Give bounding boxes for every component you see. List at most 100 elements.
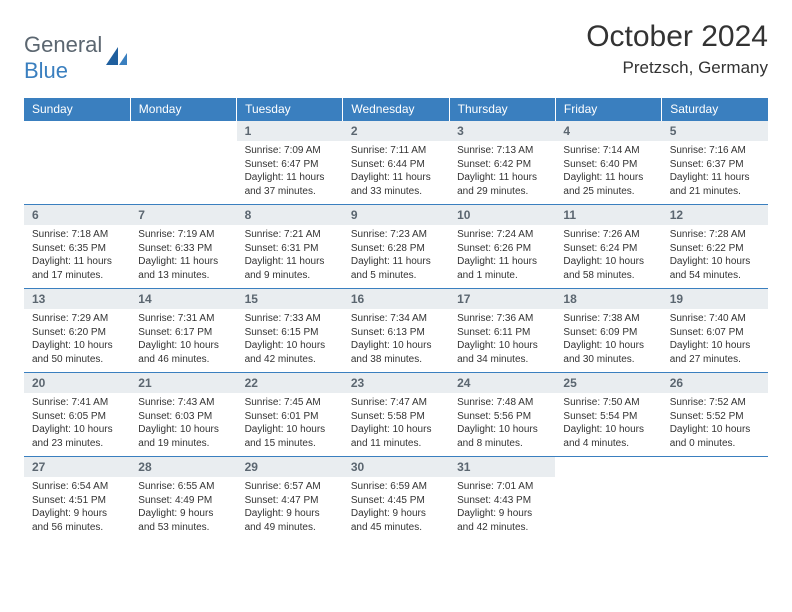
daylight-text: Daylight: 10 hours and 27 minutes. xyxy=(670,339,760,366)
title-block: October 2024 Pretzsch, Germany xyxy=(586,20,768,78)
day-number: 12 xyxy=(662,205,768,225)
daylight-text: Daylight: 9 hours and 45 minutes. xyxy=(351,507,441,534)
daylight-text: Daylight: 9 hours and 42 minutes. xyxy=(457,507,547,534)
day-number: 4 xyxy=(555,121,661,141)
daylight-text: Daylight: 10 hours and 34 minutes. xyxy=(457,339,547,366)
weekday-header: Saturday xyxy=(662,98,768,121)
day-number: 15 xyxy=(237,289,343,309)
calendar-day-cell: .. xyxy=(555,457,661,541)
day-number: 26 xyxy=(662,373,768,393)
calendar-day-cell: 1Sunrise: 7:09 AMSunset: 6:47 PMDaylight… xyxy=(237,121,343,205)
day-details: Sunrise: 7:48 AMSunset: 5:56 PMDaylight:… xyxy=(449,393,555,454)
daylight-text: Daylight: 11 hours and 21 minutes. xyxy=(670,171,760,198)
sunset-text: Sunset: 5:54 PM xyxy=(563,410,653,424)
calendar-day-cell: 31Sunrise: 7:01 AMSunset: 4:43 PMDayligh… xyxy=(449,457,555,541)
sunrise-text: Sunrise: 7:34 AM xyxy=(351,312,441,326)
calendar-week-row: 13Sunrise: 7:29 AMSunset: 6:20 PMDayligh… xyxy=(24,289,768,373)
calendar-day-cell: 21Sunrise: 7:43 AMSunset: 6:03 PMDayligh… xyxy=(130,373,236,457)
day-number: 17 xyxy=(449,289,555,309)
daylight-text: Daylight: 11 hours and 13 minutes. xyxy=(138,255,228,282)
day-details: Sunrise: 6:59 AMSunset: 4:45 PMDaylight:… xyxy=(343,477,449,538)
daylight-text: Daylight: 10 hours and 58 minutes. xyxy=(563,255,653,282)
day-details: Sunrise: 7:29 AMSunset: 6:20 PMDaylight:… xyxy=(24,309,130,370)
sunrise-text: Sunrise: 7:52 AM xyxy=(670,396,760,410)
day-details: Sunrise: 7:50 AMSunset: 5:54 PMDaylight:… xyxy=(555,393,661,454)
daylight-text: Daylight: 11 hours and 29 minutes. xyxy=(457,171,547,198)
sunset-text: Sunset: 4:43 PM xyxy=(457,494,547,508)
sunrise-text: Sunrise: 7:21 AM xyxy=(245,228,335,242)
day-number: 28 xyxy=(130,457,236,477)
daylight-text: Daylight: 11 hours and 5 minutes. xyxy=(351,255,441,282)
calendar-day-cell: 14Sunrise: 7:31 AMSunset: 6:17 PMDayligh… xyxy=(130,289,236,373)
day-details: Sunrise: 7:23 AMSunset: 6:28 PMDaylight:… xyxy=(343,225,449,286)
daylight-text: Daylight: 10 hours and 0 minutes. xyxy=(670,423,760,450)
sunset-text: Sunset: 6:24 PM xyxy=(563,242,653,256)
calendar-day-cell: 20Sunrise: 7:41 AMSunset: 6:05 PMDayligh… xyxy=(24,373,130,457)
calendar-day-cell: 29Sunrise: 6:57 AMSunset: 4:47 PMDayligh… xyxy=(237,457,343,541)
sunset-text: Sunset: 6:22 PM xyxy=(670,242,760,256)
day-number: 9 xyxy=(343,205,449,225)
sunset-text: Sunset: 6:40 PM xyxy=(563,158,653,172)
daylight-text: Daylight: 11 hours and 37 minutes. xyxy=(245,171,335,198)
day-details: Sunrise: 7:33 AMSunset: 6:15 PMDaylight:… xyxy=(237,309,343,370)
header: General Blue October 2024 Pretzsch, Germ… xyxy=(24,20,768,84)
calendar-day-cell: 26Sunrise: 7:52 AMSunset: 5:52 PMDayligh… xyxy=(662,373,768,457)
weekday-header-row: Sunday Monday Tuesday Wednesday Thursday… xyxy=(24,98,768,121)
day-details: Sunrise: 7:14 AMSunset: 6:40 PMDaylight:… xyxy=(555,141,661,202)
sunrise-text: Sunrise: 7:29 AM xyxy=(32,312,122,326)
day-details: Sunrise: 7:19 AMSunset: 6:33 PMDaylight:… xyxy=(130,225,236,286)
day-number: 30 xyxy=(343,457,449,477)
sunrise-text: Sunrise: 7:11 AM xyxy=(351,144,441,158)
weekday-header: Monday xyxy=(130,98,236,121)
day-details: Sunrise: 7:09 AMSunset: 6:47 PMDaylight:… xyxy=(237,141,343,202)
day-details: Sunrise: 7:43 AMSunset: 6:03 PMDaylight:… xyxy=(130,393,236,454)
sunset-text: Sunset: 6:07 PM xyxy=(670,326,760,340)
logo-text: General Blue xyxy=(24,32,102,84)
daylight-text: Daylight: 10 hours and 11 minutes. xyxy=(351,423,441,450)
day-number: 29 xyxy=(237,457,343,477)
sunset-text: Sunset: 6:31 PM xyxy=(245,242,335,256)
day-details: Sunrise: 6:55 AMSunset: 4:49 PMDaylight:… xyxy=(130,477,236,538)
sunrise-text: Sunrise: 7:01 AM xyxy=(457,480,547,494)
sunrise-text: Sunrise: 7:13 AM xyxy=(457,144,547,158)
weekday-header: Thursday xyxy=(449,98,555,121)
sunrise-text: Sunrise: 7:33 AM xyxy=(245,312,335,326)
calendar-week-row: ....1Sunrise: 7:09 AMSunset: 6:47 PMDayl… xyxy=(24,121,768,205)
calendar-day-cell: 3Sunrise: 7:13 AMSunset: 6:42 PMDaylight… xyxy=(449,121,555,205)
sunset-text: Sunset: 6:37 PM xyxy=(670,158,760,172)
calendar-day-cell: 16Sunrise: 7:34 AMSunset: 6:13 PMDayligh… xyxy=(343,289,449,373)
daylight-text: Daylight: 10 hours and 4 minutes. xyxy=(563,423,653,450)
day-details: Sunrise: 7:41 AMSunset: 6:05 PMDaylight:… xyxy=(24,393,130,454)
day-details: Sunrise: 7:16 AMSunset: 6:37 PMDaylight:… xyxy=(662,141,768,202)
day-details: Sunrise: 7:40 AMSunset: 6:07 PMDaylight:… xyxy=(662,309,768,370)
calendar-day-cell: 30Sunrise: 6:59 AMSunset: 4:45 PMDayligh… xyxy=(343,457,449,541)
sunset-text: Sunset: 5:56 PM xyxy=(457,410,547,424)
day-details: Sunrise: 7:38 AMSunset: 6:09 PMDaylight:… xyxy=(555,309,661,370)
sunset-text: Sunset: 6:42 PM xyxy=(457,158,547,172)
day-number: 10 xyxy=(449,205,555,225)
day-number: 7 xyxy=(130,205,236,225)
day-number: 21 xyxy=(130,373,236,393)
day-details: Sunrise: 7:13 AMSunset: 6:42 PMDaylight:… xyxy=(449,141,555,202)
daylight-text: Daylight: 9 hours and 49 minutes. xyxy=(245,507,335,534)
daylight-text: Daylight: 9 hours and 53 minutes. xyxy=(138,507,228,534)
calendar-day-cell: 11Sunrise: 7:26 AMSunset: 6:24 PMDayligh… xyxy=(555,205,661,289)
sunrise-text: Sunrise: 7:38 AM xyxy=(563,312,653,326)
day-details: Sunrise: 7:34 AMSunset: 6:13 PMDaylight:… xyxy=(343,309,449,370)
day-number: 18 xyxy=(555,289,661,309)
day-number: 2 xyxy=(343,121,449,141)
calendar-week-row: 6Sunrise: 7:18 AMSunset: 6:35 PMDaylight… xyxy=(24,205,768,289)
sunset-text: Sunset: 4:45 PM xyxy=(351,494,441,508)
calendar-day-cell: 5Sunrise: 7:16 AMSunset: 6:37 PMDaylight… xyxy=(662,121,768,205)
sunset-text: Sunset: 6:28 PM xyxy=(351,242,441,256)
sunset-text: Sunset: 6:20 PM xyxy=(32,326,122,340)
daylight-text: Daylight: 10 hours and 42 minutes. xyxy=(245,339,335,366)
logo-sail-icon xyxy=(104,45,130,72)
calendar-day-cell: 17Sunrise: 7:36 AMSunset: 6:11 PMDayligh… xyxy=(449,289,555,373)
day-number: 8 xyxy=(237,205,343,225)
calendar-day-cell: 12Sunrise: 7:28 AMSunset: 6:22 PMDayligh… xyxy=(662,205,768,289)
daylight-text: Daylight: 10 hours and 46 minutes. xyxy=(138,339,228,366)
day-number: 5 xyxy=(662,121,768,141)
sunset-text: Sunset: 4:51 PM xyxy=(32,494,122,508)
sunrise-text: Sunrise: 7:43 AM xyxy=(138,396,228,410)
